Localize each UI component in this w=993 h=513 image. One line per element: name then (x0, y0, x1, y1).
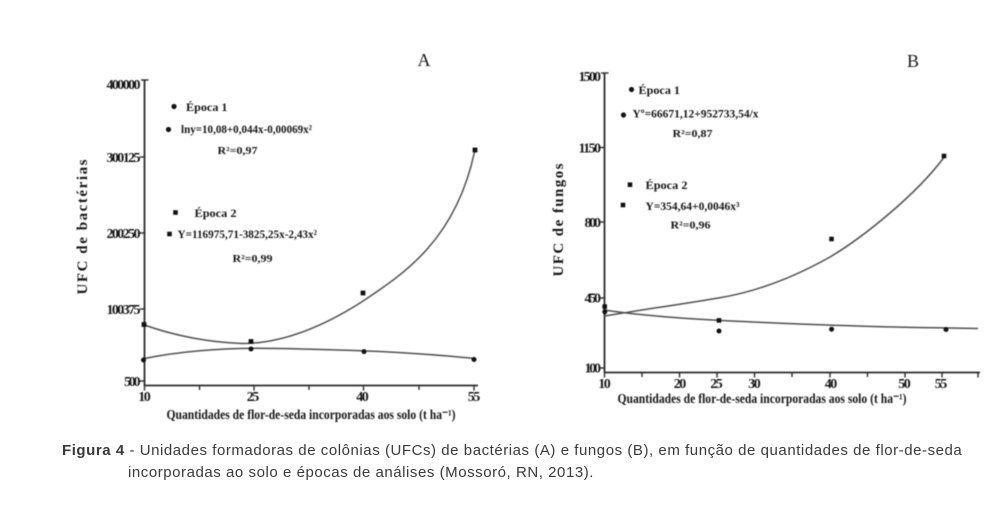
svg-text:A: A (418, 50, 431, 70)
svg-text:Y=354,64+0,0046x³: Y=354,64+0,0046x³ (646, 201, 741, 213)
svg-text:R²=0,96: R²=0,96 (671, 220, 712, 232)
svg-text:25: 25 (247, 390, 260, 405)
svg-text:20: 20 (674, 377, 687, 392)
svg-text:10: 10 (138, 390, 151, 405)
svg-text:UFC de fungos: UFC de fungos (551, 163, 567, 276)
svg-text:800: 800 (585, 216, 602, 231)
svg-text:30: 30 (748, 377, 761, 392)
svg-text:500: 500 (124, 375, 141, 390)
svg-text:450: 450 (585, 292, 602, 307)
svg-text:R²=0,97: R²=0,97 (218, 145, 259, 157)
svg-text:1150: 1150 (579, 142, 602, 157)
svg-text:40: 40 (825, 377, 838, 392)
svg-text:Época 2: Época 2 (646, 178, 688, 192)
svg-text:1500: 1500 (579, 70, 602, 85)
svg-text:Quantidades de flor-de-seda in: Quantidades de flor-de-seda incorporadas… (167, 407, 456, 422)
svg-text:R²=0,99: R²=0,99 (233, 253, 274, 265)
svg-text:10: 10 (598, 377, 611, 392)
svg-text:55: 55 (468, 390, 481, 405)
svg-text:B: B (907, 51, 919, 71)
svg-text:300125: 300125 (107, 151, 141, 166)
svg-text:lny=10,08+0,044x-0,00069x²: lny=10,08+0,044x-0,00069x² (181, 124, 313, 136)
svg-text:50: 50 (898, 377, 911, 392)
svg-text:200250: 200250 (107, 227, 141, 242)
svg-text:100: 100 (585, 362, 602, 377)
svg-text:40: 40 (356, 390, 369, 405)
svg-text:R²=0,87: R²=0,87 (673, 128, 714, 140)
svg-text:55: 55 (935, 377, 948, 392)
svg-text:Yº=66671,12+952733,54/x: Yº=66671,12+952733,54/x (633, 109, 759, 121)
svg-text:400000: 400000 (107, 78, 141, 93)
svg-text:UFC de bactérias: UFC de bactérias (75, 159, 91, 294)
svg-text:Época 1: Época 1 (186, 100, 228, 114)
svg-text:Época 1: Época 1 (639, 83, 681, 97)
svg-text:Época 2: Época 2 (195, 206, 237, 220)
svg-text:Y=116975,71-3825,25x-2,43x²: Y=116975,71-3825,25x-2,43x² (178, 229, 318, 241)
svg-text:100375: 100375 (107, 303, 141, 318)
svg-text:Quantidades de flor-de-seda in: Quantidades de flor-de-seda incorporadas… (618, 391, 907, 406)
svg-text:25: 25 (710, 377, 723, 392)
